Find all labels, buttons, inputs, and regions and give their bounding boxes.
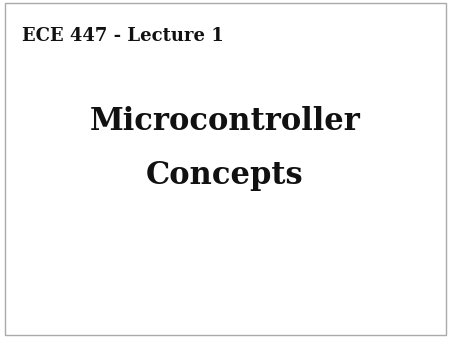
Text: Microcontroller: Microcontroller [90, 106, 360, 137]
Text: Concepts: Concepts [146, 160, 304, 191]
Text: ECE 447 - Lecture 1: ECE 447 - Lecture 1 [22, 27, 224, 45]
